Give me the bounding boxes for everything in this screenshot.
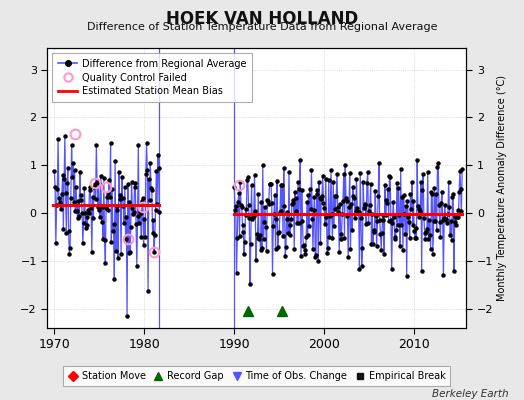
Legend: Difference from Regional Average, Quality Control Failed, Estimated Station Mean: Difference from Regional Average, Qualit… — [52, 53, 253, 102]
Text: Difference of Station Temperature Data from Regional Average: Difference of Station Temperature Data f… — [87, 22, 437, 32]
Legend: Station Move, Record Gap, Time of Obs. Change, Empirical Break: Station Move, Record Gap, Time of Obs. C… — [63, 366, 450, 386]
Y-axis label: Monthly Temperature Anomaly Difference (°C): Monthly Temperature Anomaly Difference (… — [497, 75, 507, 301]
Text: Berkeley Earth: Berkeley Earth — [432, 389, 508, 399]
Text: HOEK VAN HOLLAND: HOEK VAN HOLLAND — [166, 10, 358, 28]
